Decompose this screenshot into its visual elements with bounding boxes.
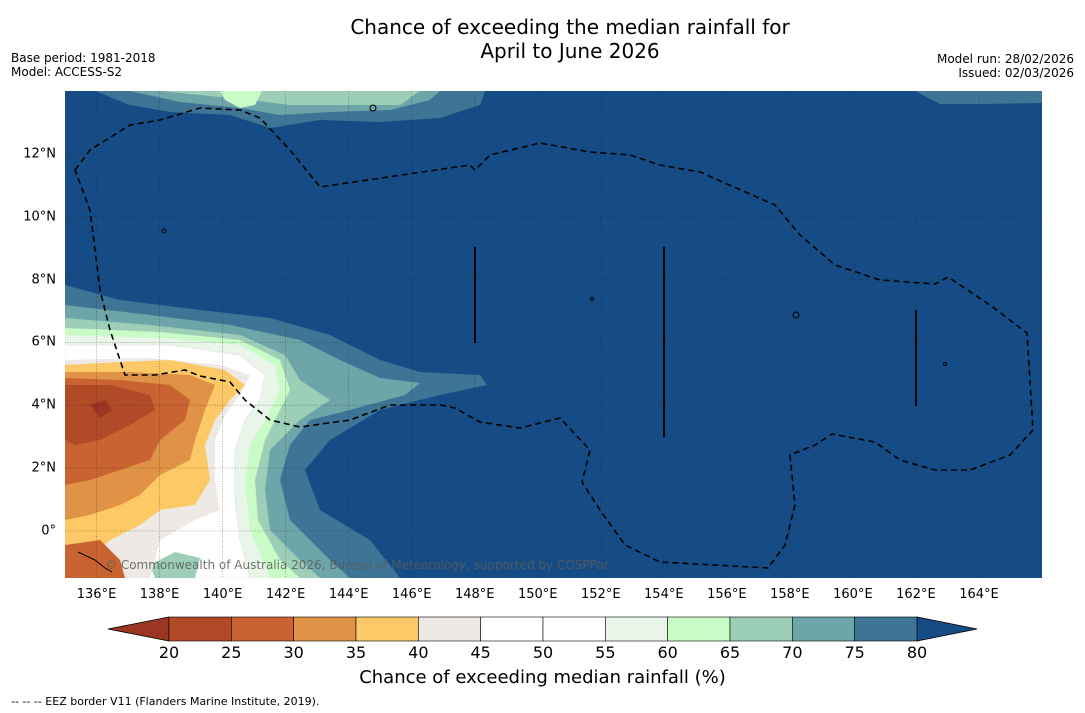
colorbar-tick-label: 60 <box>657 643 678 662</box>
colorbar-label: Chance of exceeding median rainfall (%) <box>359 667 726 688</box>
colorbar-under-arrow <box>107 616 170 642</box>
colorbar-segment <box>667 616 731 642</box>
contour-25-bottom <box>65 540 125 578</box>
title-line-2: April to June 2026 <box>480 39 660 63</box>
x-tick-label: 142°E <box>265 587 306 602</box>
eez-footnote: -- -- -- EEZ border V11 (Flanders Marine… <box>11 695 320 708</box>
contour-below-20 <box>90 400 112 418</box>
colorbar-segment <box>792 616 855 642</box>
x-tick-label: 146°E <box>391 587 432 602</box>
x-tick-label: 158°E <box>770 587 810 602</box>
colorbar-tick-label: 40 <box>408 643 429 662</box>
colorbar-segment <box>418 616 481 642</box>
eez-border <box>74 107 1034 569</box>
map-svg <box>65 91 1042 578</box>
colorbar-segment <box>168 616 232 642</box>
colorbar-segment <box>542 616 606 642</box>
colorbar-tick-label: 80 <box>906 643 928 662</box>
colorbar-tick-label: 65 <box>719 643 741 662</box>
x-tick-label: 156°E <box>707 587 747 602</box>
x-tick-label: 138°E <box>139 587 180 602</box>
contour-75-topright <box>915 91 1042 104</box>
colorbar-tick-label: 55 <box>595 643 616 662</box>
x-tick-label: 136°E <box>76 587 117 602</box>
colorbar-segment <box>729 616 793 642</box>
issued-date: Issued: 02/03/2026 <box>958 66 1074 80</box>
model-name: Model: ACCESS-S2 <box>11 65 123 79</box>
colorbar-tick-label: 20 <box>158 643 180 662</box>
colorbar-segment <box>854 616 918 642</box>
meta-right: Model run: 28/02/2026 Issued: 02/03/2026 <box>937 52 1074 80</box>
y-tick-label: 2°N <box>31 460 57 476</box>
model-run: Model run: 28/02/2026 <box>936 52 1074 66</box>
colorbar-tick-label: 50 <box>532 643 554 662</box>
colorbar-tick-label: 30 <box>283 643 304 662</box>
x-tick-label: 164°E <box>959 587 999 602</box>
colorbar-segment <box>231 616 294 642</box>
colorbar-segment <box>605 616 668 642</box>
islands <box>77 104 947 573</box>
x-tick-label: 140°E <box>202 587 243 602</box>
rainfall-map <box>65 91 1042 578</box>
colorbar-segment <box>480 616 544 642</box>
y-tick-label: 4°N <box>31 397 57 413</box>
contour-20 <box>65 385 155 445</box>
contour-60 <box>220 91 262 108</box>
colorbar-segment <box>355 616 419 642</box>
x-tick-label: 150°E <box>517 587 558 602</box>
colorbar-tick-label: 35 <box>345 643 367 662</box>
x-tick-label: 162°E <box>896 587 936 602</box>
y-tick-label: 6°N <box>31 334 57 350</box>
x-tick-label: 144°E <box>328 587 369 602</box>
contour-65-bottom <box>150 552 200 578</box>
x-tick-label: 160°E <box>833 587 873 602</box>
colorbar-segment <box>293 616 357 642</box>
x-tick-label: 152°E <box>581 587 621 602</box>
colorbar-tick-label: 70 <box>782 643 803 662</box>
x-tick-label: 148°E <box>454 587 495 602</box>
title-line-1: Chance of exceeding the median rainfall … <box>350 15 790 39</box>
colorbar-tick-label: 45 <box>470 643 491 662</box>
y-tick-label: 10°N <box>23 209 56 225</box>
y-tick-label: 0° <box>41 523 56 539</box>
y-tick-label: 12°N <box>23 146 56 162</box>
chart-title: Chance of exceeding the median rainfall … <box>0 15 1085 63</box>
colorbar-tick-label: 25 <box>221 643 242 662</box>
meta-left: Base period: 1981-2018 Model: ACCESS-S2 <box>11 51 156 79</box>
colorbar-over-arrow <box>916 616 978 642</box>
x-tick-label: 154°E <box>644 587 684 602</box>
colorbar-tick-label: 75 <box>844 643 865 662</box>
copyright-notice: © Commonwealth of Australia 2026, Bureau… <box>105 558 611 572</box>
base-period: Base period: 1981-2018 <box>11 51 156 65</box>
y-tick-label: 8°N <box>31 272 57 288</box>
